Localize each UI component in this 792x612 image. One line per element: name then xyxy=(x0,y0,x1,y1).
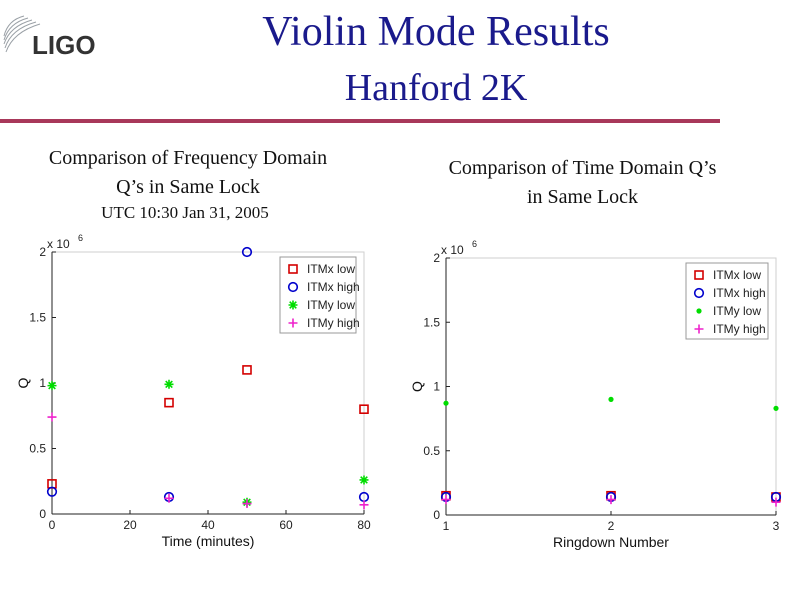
left-caption-line2: Q’s in Same Lock xyxy=(116,176,260,198)
legend-marker xyxy=(694,270,704,280)
data-point xyxy=(443,400,449,406)
x-tick-label: 20 xyxy=(123,518,137,532)
y-tick-label: 1 xyxy=(39,376,46,390)
data-point xyxy=(164,379,174,389)
data-point xyxy=(242,499,252,509)
right-caption-line2: in Same Lock xyxy=(526,186,639,208)
left-caption-utc: UTC 10:30 Jan 31, 2005 xyxy=(101,203,269,222)
legend xyxy=(279,256,357,334)
legend-label: ITMx high xyxy=(307,280,360,294)
left-caption-line1: Comparison of Frequency Domain xyxy=(48,147,328,169)
y-tick-label: 1.5 xyxy=(29,311,46,325)
legend-marker xyxy=(693,287,705,299)
data-point xyxy=(46,486,58,497)
legend-label: ITMx low xyxy=(307,262,355,276)
y-multiplier-label: x 10 xyxy=(47,237,70,251)
series-itmy-high xyxy=(47,412,369,510)
data-point xyxy=(441,495,451,505)
legend-marker xyxy=(694,324,704,334)
series-itmx-low xyxy=(47,365,369,489)
legend-marker xyxy=(288,264,298,274)
x-axis-label: Time (minutes) xyxy=(162,533,255,549)
x-tick-label: 3 xyxy=(773,519,780,533)
data-point xyxy=(164,397,174,408)
series-itmy-low xyxy=(443,396,779,411)
y-tick-label: 2 xyxy=(433,251,440,265)
legend-marker xyxy=(288,318,298,328)
data-point xyxy=(359,500,369,510)
y-multiplier-label: x 10 xyxy=(441,243,464,257)
y-tick-label: 0.5 xyxy=(423,444,440,458)
legend-label: ITMx high xyxy=(713,286,766,300)
data-point xyxy=(47,412,57,422)
y-exponent-label: 6 xyxy=(472,239,477,249)
data-point xyxy=(164,493,174,503)
data-point xyxy=(608,396,614,402)
logo-text: LIGO xyxy=(32,30,96,60)
page-subtitle: Hanford 2K xyxy=(344,67,528,109)
y-tick-label: 2 xyxy=(39,245,46,259)
left-caption: Comparison of Frequency Domain Q’s in Sa… xyxy=(8,144,368,202)
data-point xyxy=(241,246,253,258)
time-domain-chart: 0 0.5 1 1.5 2 1 2 3 Ringdown Number Qx 10 6 ITMx lo… xyxy=(409,239,782,550)
legend-label: ITMy low xyxy=(307,298,355,312)
legend-label: ITMx low xyxy=(713,268,761,282)
data-point xyxy=(242,365,252,375)
x-tick-label: 0 xyxy=(49,518,56,532)
data-point xyxy=(359,404,369,414)
x-tick-label: 40 xyxy=(201,518,215,532)
x-axis-label: Ringdown Number xyxy=(553,534,669,550)
data-point xyxy=(359,475,369,485)
x-tick-label: 1 xyxy=(443,519,450,533)
legend-label: ITMy low xyxy=(713,304,761,318)
legend-label: ITMy high xyxy=(713,322,766,336)
title-divider xyxy=(0,119,720,123)
right-caption-line1: Comparison of Time Domain Q’s xyxy=(448,157,717,179)
right-caption: Comparison of Time Domain Q’s in Same Lo… xyxy=(410,154,755,212)
y-tick-label: 1.5 xyxy=(423,315,440,329)
page-title: Violin Mode Results xyxy=(262,9,610,55)
y-tick-label: 1 xyxy=(433,380,440,394)
y-axis-label: Q xyxy=(15,377,31,388)
x-tick-label: 80 xyxy=(357,518,371,532)
x-tick-label: 2 xyxy=(608,519,615,533)
x-tick-label: 60 xyxy=(279,518,293,532)
legend-marker xyxy=(287,281,299,293)
data-point xyxy=(771,497,781,507)
legend-label: ITMy high xyxy=(307,316,360,330)
data-point xyxy=(773,405,779,411)
y-tick-label: 0 xyxy=(433,508,440,522)
logo-arcs-icon xyxy=(3,15,41,53)
y-exponent-label: 6 xyxy=(78,233,83,243)
y-tick-label: 0.5 xyxy=(29,442,46,456)
series-itmx-high xyxy=(46,246,370,503)
ligo-logo: LIGO xyxy=(3,15,96,60)
data-point xyxy=(606,495,616,505)
legend-marker xyxy=(288,300,298,310)
legend-marker xyxy=(696,308,702,314)
series-itmy-high xyxy=(441,495,781,507)
y-axis-label: Q xyxy=(409,381,425,392)
series-itmy-low xyxy=(47,379,369,507)
data-point xyxy=(47,381,57,391)
y-tick-label: 0 xyxy=(39,507,46,521)
